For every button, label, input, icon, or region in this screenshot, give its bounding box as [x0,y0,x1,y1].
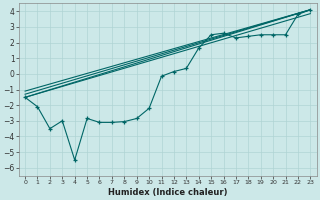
X-axis label: Humidex (Indice chaleur): Humidex (Indice chaleur) [108,188,228,197]
